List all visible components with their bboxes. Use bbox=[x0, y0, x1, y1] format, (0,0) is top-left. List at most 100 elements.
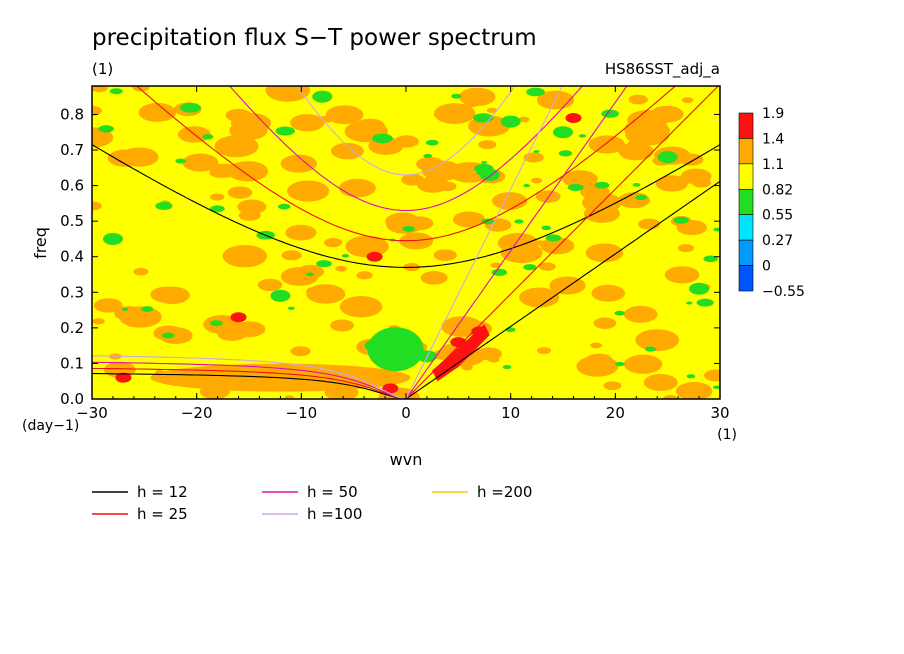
field-blob bbox=[675, 382, 713, 399]
field-patch bbox=[102, 232, 123, 245]
field-blob bbox=[416, 156, 444, 171]
colorbar-label: 1.4 bbox=[762, 131, 784, 147]
x-tick-label: 30 bbox=[710, 404, 729, 422]
field-blob bbox=[287, 180, 330, 202]
field-blob bbox=[628, 94, 648, 105]
field-blob bbox=[540, 237, 575, 255]
field-patch bbox=[270, 289, 291, 302]
field-blob bbox=[591, 284, 626, 302]
field-blob bbox=[330, 319, 355, 332]
field-blob bbox=[175, 158, 186, 164]
kelvin-ridge bbox=[432, 324, 490, 382]
field-blob bbox=[257, 278, 283, 292]
field-blob bbox=[523, 264, 537, 271]
field-blob bbox=[686, 374, 696, 379]
field-blob bbox=[558, 150, 573, 157]
field-blob bbox=[287, 306, 295, 310]
field-blob bbox=[601, 109, 619, 118]
legend-label: h = 25 bbox=[137, 505, 188, 523]
field-blob bbox=[638, 218, 661, 230]
field-blob bbox=[92, 201, 102, 211]
field-blob bbox=[593, 317, 617, 329]
colorbar-label: 1.9 bbox=[762, 106, 784, 122]
x-axis: −30 −20 −10 0 10 20 30 bbox=[76, 86, 730, 422]
field-blob bbox=[451, 93, 462, 99]
ig-curve-h50 bbox=[228, 86, 584, 212]
rossby-curve-h25 bbox=[92, 367, 407, 399]
field-blob bbox=[615, 361, 625, 367]
colorbar-label: 0 bbox=[762, 259, 771, 275]
field-blob bbox=[202, 134, 214, 140]
y-tick-label: 0.1 bbox=[60, 354, 84, 372]
field-blob bbox=[210, 320, 223, 327]
field-blob bbox=[281, 250, 302, 261]
y-tick-label: 0.4 bbox=[60, 248, 84, 266]
colorbar-label: 0.27 bbox=[762, 233, 793, 249]
field-blob bbox=[331, 142, 364, 160]
field-blob bbox=[594, 181, 610, 189]
field-blob bbox=[567, 183, 584, 192]
colorbar-swatch bbox=[738, 188, 754, 216]
field-blob bbox=[545, 234, 562, 242]
y-axis-unit: (day−1) bbox=[22, 418, 79, 434]
field-blob bbox=[505, 327, 516, 333]
x-axis-unit: (1) bbox=[717, 427, 737, 443]
x-tick-label: 20 bbox=[606, 404, 625, 422]
colorbar-label: 0.82 bbox=[762, 182, 793, 198]
chart-subtitle-left: (1) bbox=[92, 60, 113, 78]
field-blob bbox=[686, 301, 693, 305]
field-blob bbox=[420, 271, 448, 285]
field-blob bbox=[677, 244, 695, 253]
field-blob bbox=[712, 385, 720, 390]
field-patch bbox=[230, 312, 247, 323]
field-blob bbox=[635, 194, 648, 201]
field-blob bbox=[141, 306, 154, 312]
field-blob bbox=[120, 147, 159, 167]
field-blob bbox=[585, 243, 624, 263]
field-blob bbox=[681, 97, 694, 104]
field-blob bbox=[541, 225, 552, 231]
field-blob bbox=[92, 105, 102, 116]
field-blob bbox=[458, 87, 496, 107]
field-blob bbox=[150, 286, 183, 303]
field-patch bbox=[689, 282, 710, 295]
field-blob bbox=[325, 105, 364, 125]
kelvin-curve-h12 bbox=[405, 180, 720, 399]
field-blob bbox=[491, 268, 508, 276]
field-blob bbox=[385, 212, 421, 231]
field-patch bbox=[500, 115, 521, 128]
field-blob bbox=[497, 232, 538, 254]
x-tick-label: −30 bbox=[76, 404, 108, 422]
field-blob bbox=[481, 161, 488, 164]
field-blob bbox=[603, 381, 622, 391]
colorbar-swatch bbox=[738, 163, 754, 190]
field-blob bbox=[437, 181, 457, 192]
x-tick-label: 0 bbox=[401, 404, 411, 422]
colorbar-label: −0.55 bbox=[762, 284, 805, 300]
field-blob bbox=[492, 192, 528, 210]
field-blob bbox=[514, 219, 524, 224]
ig-curve-h25 bbox=[135, 86, 677, 242]
colorbar-label: 0.55 bbox=[762, 208, 793, 224]
x-tick-label: −10 bbox=[286, 404, 318, 422]
field-blob bbox=[338, 178, 376, 198]
field-blob bbox=[162, 332, 175, 339]
field-blob bbox=[92, 318, 105, 325]
colorbar-swatch bbox=[738, 239, 754, 266]
field-blob bbox=[635, 329, 680, 352]
field-blob bbox=[533, 150, 540, 153]
y-axis: 0.0 0.1 0.2 0.3 0.4 0.5 0.6 0.7 0.8 bbox=[60, 105, 720, 408]
field-blob bbox=[109, 88, 123, 95]
legend: h = 12 h = 25 h = 50 h =100 h =200 bbox=[92, 483, 532, 523]
field-blob bbox=[118, 306, 162, 328]
field-blob bbox=[180, 102, 201, 113]
field-blob bbox=[306, 286, 323, 296]
chart-title: precipitation flux S−T power spectrum bbox=[92, 25, 537, 51]
field-blob bbox=[285, 224, 317, 241]
y-axis-label: freq bbox=[31, 227, 50, 259]
field-blob bbox=[502, 365, 512, 370]
field-blob bbox=[433, 103, 476, 124]
field-blob bbox=[704, 369, 720, 382]
field-blob bbox=[614, 310, 625, 316]
field-blob bbox=[519, 287, 560, 308]
